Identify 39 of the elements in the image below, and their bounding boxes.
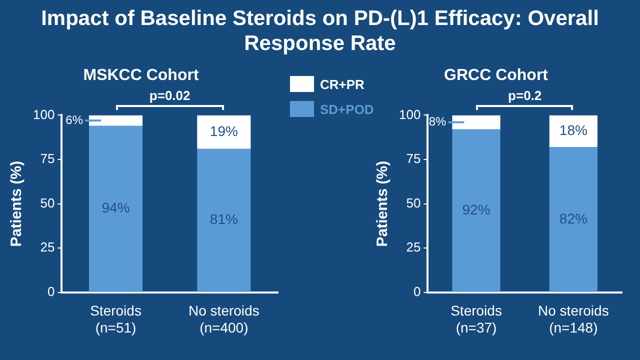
bar xyxy=(197,115,251,149)
x-tick-label: Steroids (n=51) xyxy=(90,302,142,336)
x-tick-label: Steroids (n=37) xyxy=(450,302,502,336)
y-tick-label: 0 xyxy=(413,284,421,299)
bar xyxy=(549,115,598,148)
y-axis-title: Patients (%) xyxy=(374,160,392,247)
y-tick-label: 75 xyxy=(40,151,55,166)
y-tick-label: 100 xyxy=(32,106,55,122)
bar xyxy=(452,129,500,292)
data-label: 82% xyxy=(559,210,588,226)
chart-title: Impact of Baseline Steroids on PD-(L)1 Efficacy: Overall Response Rate xyxy=(40,6,600,56)
y-tick-label: 0 xyxy=(47,284,55,299)
text: p=0.2 xyxy=(508,88,542,103)
text: p=0.02 xyxy=(149,88,190,103)
chart-subtitle: MSKCC Cohort xyxy=(83,67,200,84)
data-label: 92% xyxy=(462,201,490,218)
data-label: 94% xyxy=(102,200,130,216)
y-tick-label: 25 xyxy=(40,240,55,255)
y-tick-label: 25 xyxy=(406,240,421,255)
bar xyxy=(549,147,598,292)
data-label: 8% xyxy=(428,114,447,129)
data-label: 18% xyxy=(559,122,588,138)
y-axis-title: Patients (%) xyxy=(8,160,26,247)
data-label: 6% xyxy=(66,112,84,127)
legend-label: SD+POD xyxy=(320,102,374,117)
legend-label: CR+PR xyxy=(320,76,364,92)
data-label: 81% xyxy=(210,211,238,228)
bar xyxy=(89,126,143,292)
bar xyxy=(197,148,251,292)
chart-title: GRCC Cohort xyxy=(444,67,549,84)
y-tick-label: 75 xyxy=(406,151,421,166)
y-tick-label: 100 xyxy=(398,106,421,122)
bar xyxy=(452,115,500,130)
bar xyxy=(89,115,143,126)
y-tick-label: 50 xyxy=(406,195,421,210)
x-tick-label: No steroids (n=148) xyxy=(538,302,609,336)
data-label: 19% xyxy=(210,122,238,139)
y-tick-label: 50 xyxy=(40,195,55,210)
x-tick-label: No steroids (n=400) xyxy=(188,302,260,336)
